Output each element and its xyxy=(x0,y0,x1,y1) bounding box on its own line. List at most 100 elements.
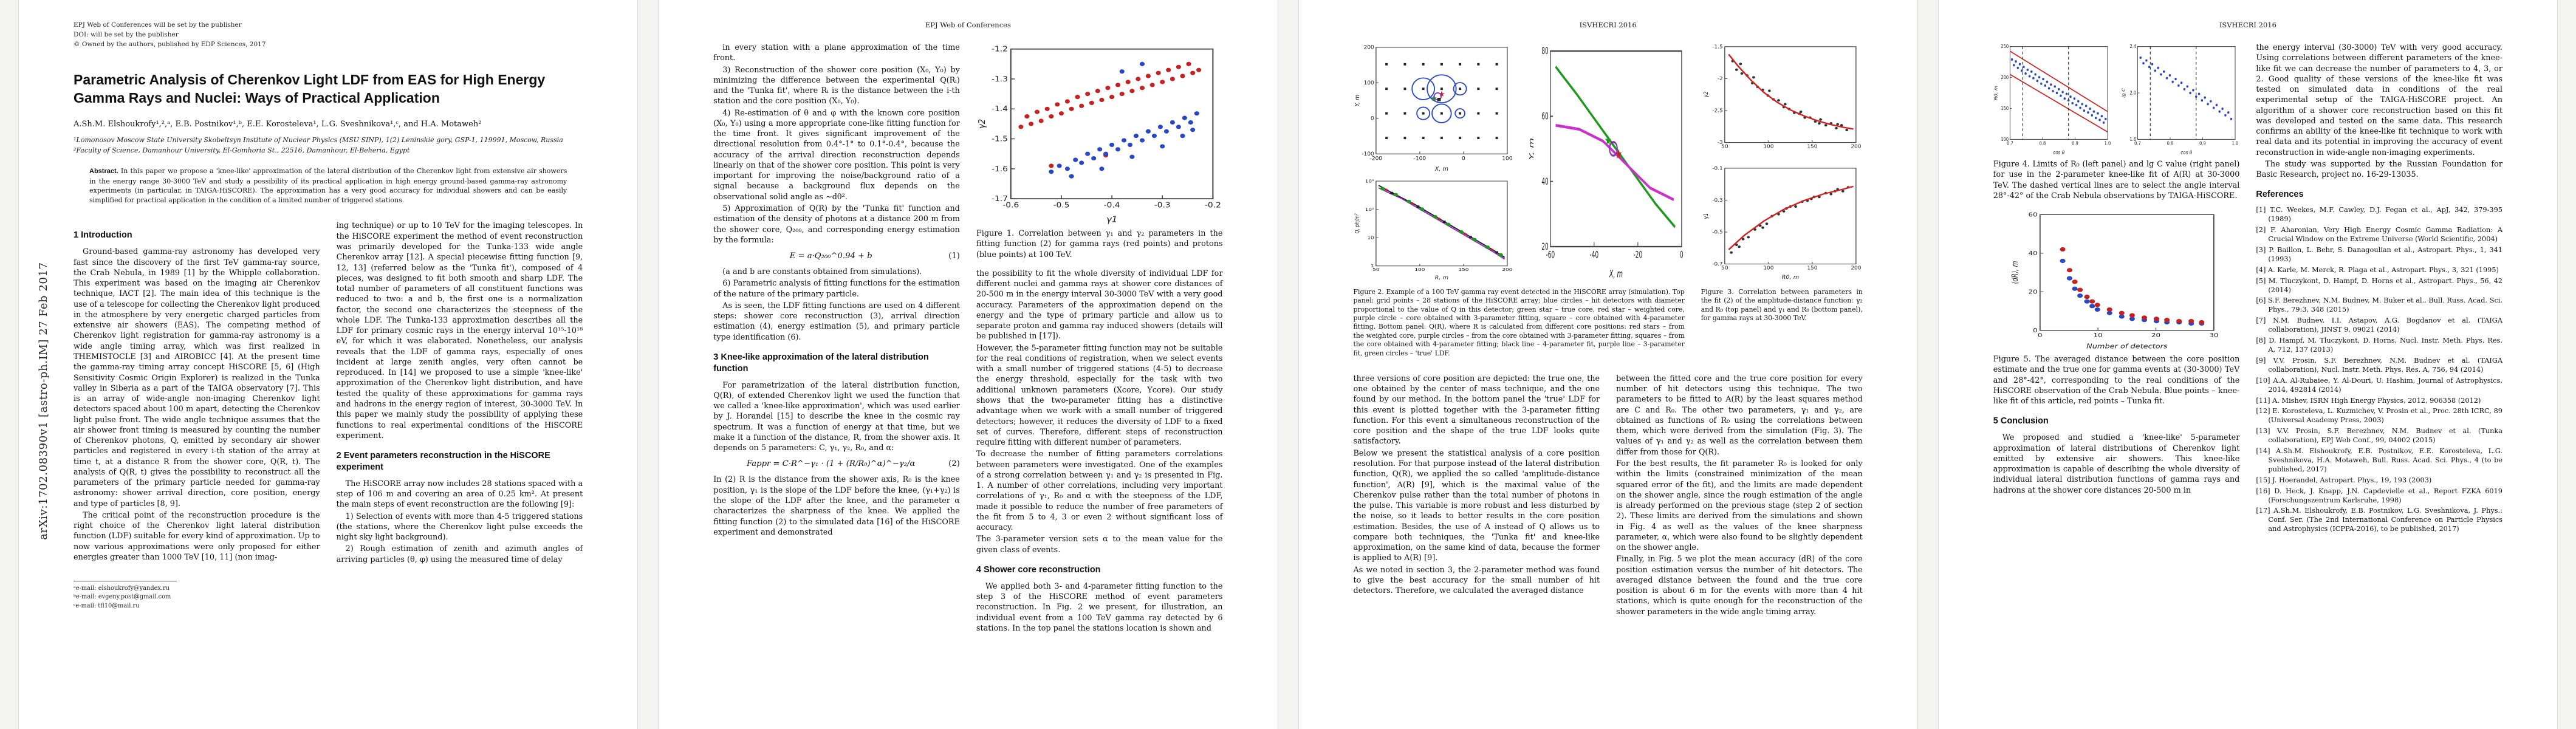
svg-text:50: 50 xyxy=(1372,267,1379,272)
figure-3-caption: Figure 3. Correlation between parameters… xyxy=(1701,288,1863,323)
page-4: ISVHECRI 2016 0.7 0.8 0.9 1.0 100 150 200 250 co… xyxy=(1937,0,2558,729)
figure-captions-row: Figure 2. Example of a 100 TeV gamma ray… xyxy=(1354,284,1863,366)
figure-plot-svg: 0.7 0.8 0.9 1.0 1.6 2.0 2.4 cos θ lg C xyxy=(2121,44,2239,156)
publisher-note: EPJ Web of Conferences will be set by th… xyxy=(74,21,583,49)
svg-text:10³: 10³ xyxy=(1365,179,1374,183)
svg-text:-0.5: -0.5 xyxy=(1713,229,1723,234)
svg-text:200: 200 xyxy=(2001,75,2009,81)
text-line: [9] V.V. Prosin, S.F. Berezhnev, N.M. Bu… xyxy=(2256,356,2502,374)
svg-text:X, m: X, m xyxy=(1434,166,1448,173)
text-line: ᵇe-mail: evgeny.post@gmail.com xyxy=(74,594,171,601)
svg-text:γ2: γ2 xyxy=(977,119,987,129)
steps-continued: (a and b are constants obtained from sim… xyxy=(713,267,960,343)
figure-plot-svg: -0.6 -0.5 -0.4 -0.3 -0.2 -1.7 -1.6 -1.5 -1.4 -1.3… xyxy=(977,45,1221,224)
text-line: [5] M. Tluczykont, D. Hampf, D. Horns et… xyxy=(2256,276,2502,294)
svg-text:150: 150 xyxy=(2001,106,2009,112)
svg-text:★: ★ xyxy=(1488,247,1494,252)
svg-text:X, m: X, m xyxy=(1609,269,1623,281)
section-2-paragraphs: The HiSCORE array now includes 28 statio… xyxy=(337,479,583,565)
text-line: 1) Selection of events with more than 4-… xyxy=(336,512,583,542)
svg-text:1.0: 1.0 xyxy=(2232,140,2238,146)
text-line: The HiSCORE array now includes 28 statio… xyxy=(336,479,583,510)
svg-text:0: 0 xyxy=(2038,332,2043,338)
svg-text:-0.7: -0.7 xyxy=(1713,261,1723,267)
text-line: Ground-based gamma-ray astronomy has dev… xyxy=(74,247,320,508)
page4-column-2: the energy interval (30-3000) TeV with v… xyxy=(2256,43,2502,536)
svg-text:-200: -200 xyxy=(1369,156,1382,162)
page4-column-1: 0.7 0.8 0.9 1.0 100 150 200 250 cos θ R0, m 0.7 0.… xyxy=(1993,43,2240,536)
figure-5-plot: 0 10 20 30 0 20 40 60 Number of detectors ⟨dR⟩, m xyxy=(2010,210,2222,351)
svg-text:-2: -2 xyxy=(1718,76,1723,81)
acknowledgment: The study was supported by the Russian F… xyxy=(2256,159,2502,180)
text-line: As we noted in section 3, the 2-paramete… xyxy=(1353,565,1600,596)
figure-plot-svg: 0.7 0.8 0.9 1.0 100 150 200 250 cos θ R0, m xyxy=(1993,44,2111,156)
svg-text:80: 80 xyxy=(1541,46,1548,57)
figure-2-left-column: -200 -100 0 100 -100 0 100 200 X, m Y, m ★ ★ 50 100 1… xyxy=(1354,43,1513,281)
text-line: [14] A.Sh.M. Elshoukrofy, E.B. Postnikov… xyxy=(2256,447,2502,473)
svg-text:0: 0 xyxy=(1371,116,1374,122)
abstract-text: In this paper we propose a 'knee-like' a… xyxy=(89,167,567,204)
svg-text:100: 100 xyxy=(1764,265,1774,270)
figure-2-ldf-panel: 50 100 150 200 1 10 10² 10³ R, m Q, ph/m² ★ ★ ★ ★ ★ xyxy=(1354,177,1513,281)
svg-text:-20: -20 xyxy=(1633,250,1642,261)
svg-text:R0, m: R0, m xyxy=(1782,275,1800,281)
svg-text:100: 100 xyxy=(1414,267,1425,272)
svg-text:0.9: 0.9 xyxy=(2199,140,2206,146)
text-line: the possibility to fit the whole diversi… xyxy=(976,269,1223,341)
svg-text:150: 150 xyxy=(1807,265,1818,270)
svg-text:10²: 10² xyxy=(1365,207,1374,212)
svg-text:100: 100 xyxy=(2001,136,2009,142)
text-line: ing technique) or up to 10 TeV for the i… xyxy=(336,221,583,440)
text-line: Finally, in Fig. 5 we plot the mean accu… xyxy=(1616,555,1863,617)
svg-text:-1.5: -1.5 xyxy=(1713,44,1723,49)
text-line: [13] V.V. Prosin, S.F. Berezhnev, N.M. B… xyxy=(2256,427,2502,445)
text-line: However, the 5-parameter fitting functio… xyxy=(976,343,1223,448)
text-line: 5) Approximation of Q(R) by the 'Tunka f… xyxy=(713,204,960,245)
svg-text:-60: -60 xyxy=(1546,250,1555,261)
equation-1: E = a·Q₂₀₀^0.94 + b (1) xyxy=(713,252,960,261)
svg-text:R, m: R, m xyxy=(1434,276,1448,281)
text-line: [11] A. Mishev, ISRN High Energy Physics… xyxy=(2256,396,2481,405)
affiliations: ¹Lomonosov Moscow State University Skobe… xyxy=(74,135,583,156)
svg-text:-0.5: -0.5 xyxy=(1053,201,1069,210)
svg-text:60: 60 xyxy=(2029,211,2038,218)
reconstruction-steps: in every station with a plane approximat… xyxy=(713,43,960,245)
svg-text:2.4: 2.4 xyxy=(2129,44,2136,50)
svg-text:-3: -3 xyxy=(1718,140,1723,145)
svg-text:0: 0 xyxy=(1462,156,1465,162)
figure-plot-svg: -60 -40 -20 0 20 40 60 80 X, m Y, m ★★ xyxy=(1529,46,1684,281)
figure-2-zoom-panel: -60 -40 -20 0 20 40 60 80 X, m Y, m ★ ★ xyxy=(1528,43,1688,281)
svg-text:-2.5: -2.5 xyxy=(1713,108,1723,113)
svg-text:40: 40 xyxy=(1541,176,1548,187)
text-line: 6) Parametric analysis of fitting functi… xyxy=(713,279,960,299)
svg-text:60: 60 xyxy=(1541,111,1548,122)
svg-text:100: 100 xyxy=(1764,143,1774,149)
section-4-paragraph: We applied both 3- and 4-parameter fitti… xyxy=(976,581,1223,633)
text-line: 3) Reconstruction of the shower core pos… xyxy=(713,65,960,106)
svg-text:1.6: 1.6 xyxy=(2129,136,2136,142)
section-5-heading: 5 Conclusion xyxy=(1993,416,2049,426)
figure-plot-svg: 50 100 150 200 1 10 10² 10³ R, m Q, ph/m² ★ ★ ★ ★ ★ xyxy=(1354,179,1512,281)
page3-column-1: three versions of core position are depi… xyxy=(1354,374,1600,618)
svg-text:-0.3: -0.3 xyxy=(1154,201,1171,210)
svg-text:50: 50 xyxy=(1722,265,1728,270)
figure-3-top-panel: 50 100 150 200 -3 -2.5 -2 -1.5 γ2 xyxy=(1702,43,1862,159)
figure-2-map-panel: -200 -100 0 100 -100 0 100 200 X, m Y, m ★ ★ xyxy=(1354,43,1513,173)
svg-text:0.7: 0.7 xyxy=(2134,140,2141,146)
page1-column-2: ing technique) or up to 10 TeV for the i… xyxy=(337,221,583,610)
svg-text:2.0: 2.0 xyxy=(2129,90,2136,96)
svg-text:30: 30 xyxy=(2209,332,2218,338)
text-line: 2) Rough estimation of zenith and azimut… xyxy=(336,544,583,564)
svg-text:-40: -40 xyxy=(1589,250,1598,261)
svg-text:150: 150 xyxy=(1458,267,1468,272)
abstract: Abstract. In this paper we propose a 'kn… xyxy=(89,166,567,205)
figures-row: -200 -100 0 100 -100 0 100 200 X, m Y, m ★ ★ 50 100 1… xyxy=(1354,43,1863,281)
svg-text:0: 0 xyxy=(1680,250,1684,261)
svg-text:-0.4: -0.4 xyxy=(1104,201,1120,210)
figure-3-column: 50 100 150 200 -3 -2.5 -2 -1.5 γ2 50 100 150 200 -0.… xyxy=(1702,43,1862,281)
equation-1-number: (1) xyxy=(948,252,960,261)
svg-text:150: 150 xyxy=(1807,143,1818,149)
svg-text:200: 200 xyxy=(1502,267,1512,272)
text-line: ¹Lomonosov Moscow State University Skobe… xyxy=(74,136,563,145)
